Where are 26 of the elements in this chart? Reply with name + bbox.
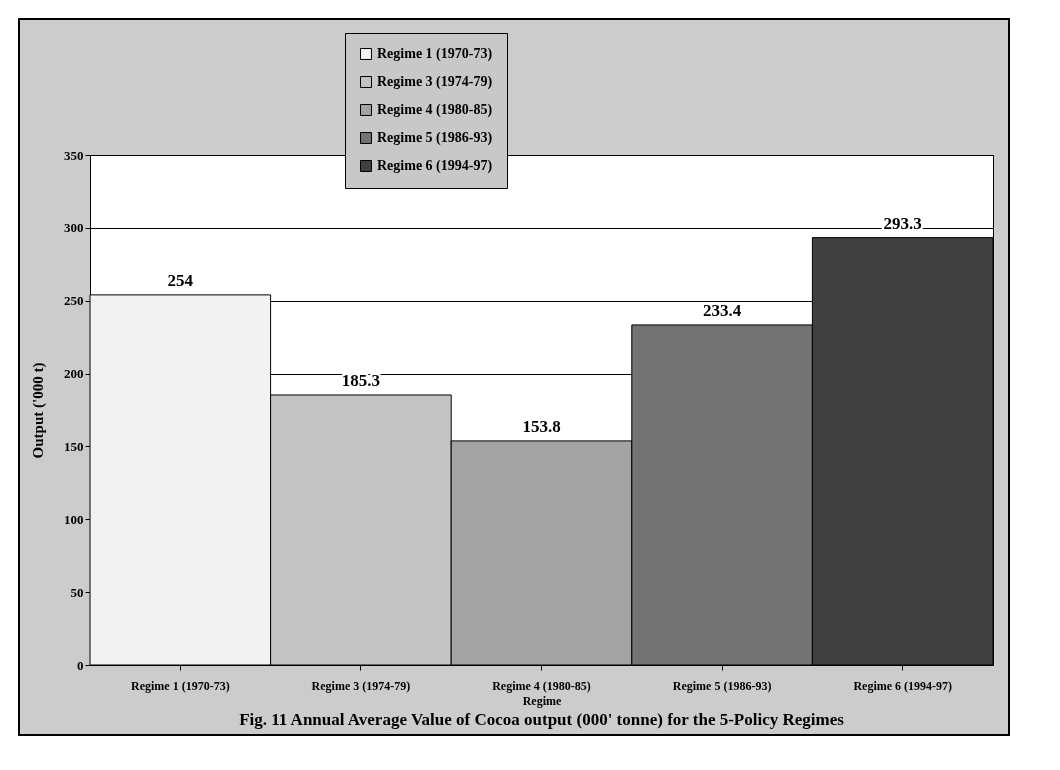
legend-label: Regime 1 (1970-73) — [377, 46, 493, 62]
data-label: 233.4 — [702, 300, 742, 320]
y-tick-label: 350 — [64, 147, 84, 163]
y-tick-label: 100 — [64, 511, 84, 527]
legend-label: Regime 3 (1974-79) — [377, 74, 493, 90]
y-tick-label: 200 — [64, 366, 84, 382]
x-tick-label: Regime 6 (1994-97) — [853, 678, 953, 693]
data-label: 153.8 — [522, 416, 561, 436]
legend-label: Regime 5 (1986-93) — [377, 130, 493, 146]
text: Fig. 11 Annual Average Value of Cocoa output (000' tonne) for the 5-Policy Regimes — [239, 710, 845, 729]
legend-label: Regime 6 (1994-97) — [377, 158, 493, 174]
x-tick-label: Regime 1 (1970-73) — [130, 678, 230, 693]
data-label: 254 — [167, 270, 194, 290]
y-tick-label: 250 — [64, 293, 84, 309]
x-tick-label: Regime 4 (1980-85) — [492, 678, 591, 693]
y-tick-label: 0 — [77, 657, 84, 673]
y-axis-title: Output ('000 t) — [30, 362, 47, 459]
data-label: 185.3 — [341, 370, 381, 390]
y-tick-label: 50 — [70, 584, 84, 600]
legend-label: Regime 4 (1980-85) — [377, 102, 493, 118]
data-label: 293.3 — [883, 213, 922, 233]
y-tick-label: 300 — [64, 220, 84, 236]
x-tick-label: Regime 3 (1974-79) — [311, 678, 411, 693]
x-tick-label: Regime 5 (1986-93) — [672, 678, 772, 693]
y-tick-label: 150 — [64, 438, 84, 454]
x-axis-title: Regime — [522, 693, 562, 708]
